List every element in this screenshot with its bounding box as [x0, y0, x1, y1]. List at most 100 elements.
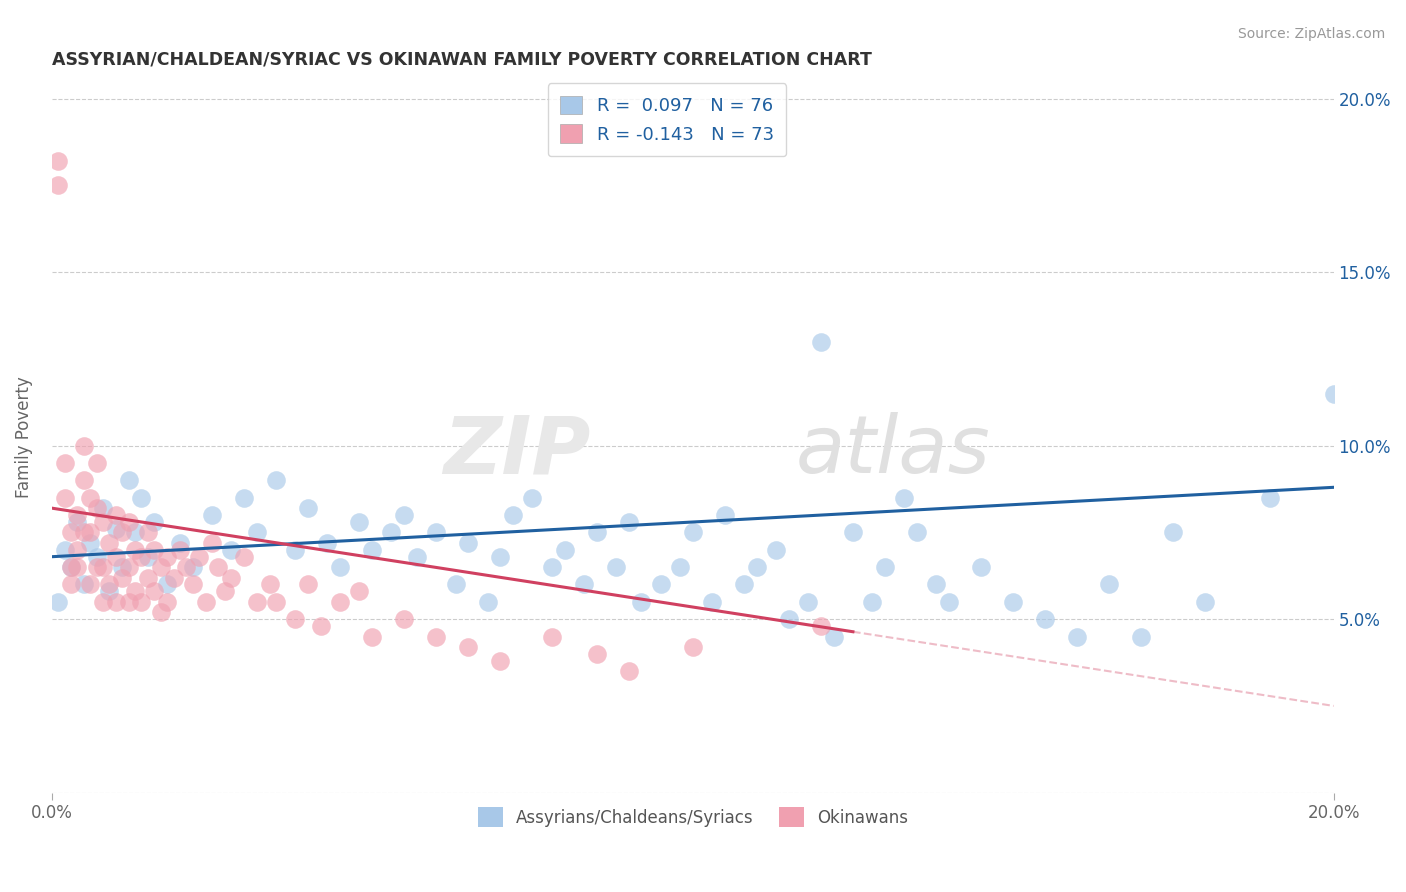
Point [938, 595, 960, 609]
Point [264, 595, 287, 609]
Point [810, 334, 832, 349]
Point [477, 595, 499, 609]
Point [79, 577, 101, 591]
Point [745, 560, 768, 574]
Point [98, 584, 121, 599]
Point [73, 439, 96, 453]
Point [118, 474, 141, 488]
Point [66, 508, 89, 522]
Point [86, 456, 108, 470]
Point [823, 630, 845, 644]
Point [349, 515, 371, 529]
Point [733, 577, 755, 591]
Point [104, 549, 127, 564]
Point [1323, 386, 1346, 401]
Point [104, 522, 127, 536]
Point [98, 536, 121, 550]
Point [79, 525, 101, 540]
Point [104, 595, 127, 609]
Point [201, 508, 224, 522]
Point [156, 577, 179, 591]
Point [682, 640, 704, 654]
Point [233, 491, 256, 505]
Point [98, 577, 121, 591]
Point [1066, 630, 1088, 644]
Point [169, 536, 191, 550]
Point [925, 577, 948, 591]
Point [457, 536, 479, 550]
Point [219, 542, 242, 557]
Point [669, 560, 692, 574]
Point [188, 549, 211, 564]
Point [214, 584, 236, 599]
Point [233, 549, 256, 564]
Point [394, 508, 416, 522]
Point [136, 570, 159, 584]
Text: atlas: atlas [796, 412, 990, 491]
Point [66, 515, 89, 529]
Text: ASSYRIAN/CHALDEAN/SYRIAC VS OKINAWAN FAMILY POVERTY CORRELATION CHART: ASSYRIAN/CHALDEAN/SYRIAC VS OKINAWAN FAM… [52, 51, 872, 69]
Point [489, 654, 512, 668]
Point [605, 560, 627, 574]
Point [264, 474, 287, 488]
Point [59, 525, 82, 540]
Point [585, 647, 607, 661]
Point [1002, 595, 1025, 609]
Point [118, 515, 141, 529]
Point [73, 577, 96, 591]
Point [502, 508, 524, 522]
Point [53, 491, 76, 505]
Point [59, 560, 82, 574]
Point [53, 456, 76, 470]
Point [53, 542, 76, 557]
Point [765, 542, 787, 557]
Point [143, 515, 166, 529]
Point [457, 640, 479, 654]
Point [73, 525, 96, 540]
Point [970, 560, 993, 574]
Point [124, 525, 146, 540]
Point [66, 560, 89, 574]
Point [169, 542, 191, 557]
Point [1033, 612, 1056, 626]
Point [630, 595, 652, 609]
Point [86, 560, 108, 574]
Point [131, 549, 153, 564]
Point [617, 664, 640, 678]
Point [104, 508, 127, 522]
Point [1258, 491, 1281, 505]
Point [246, 595, 269, 609]
Point [194, 595, 217, 609]
Point [46, 595, 69, 609]
Point [46, 154, 69, 169]
Point [149, 605, 172, 619]
Point [1098, 577, 1121, 591]
Point [246, 525, 269, 540]
Point [797, 595, 820, 609]
Point [46, 178, 69, 193]
Point [181, 577, 204, 591]
Point [284, 542, 307, 557]
Point [1130, 630, 1153, 644]
Point [316, 536, 339, 550]
Point [309, 619, 332, 633]
Point [91, 501, 114, 516]
Point [181, 560, 204, 574]
Point [111, 560, 134, 574]
Point [297, 577, 319, 591]
Point [284, 612, 307, 626]
Point [131, 491, 153, 505]
Point [91, 560, 114, 574]
Point [810, 619, 832, 633]
Point [91, 515, 114, 529]
Point [1194, 595, 1216, 609]
Point [136, 549, 159, 564]
Point [79, 536, 101, 550]
Point [297, 501, 319, 516]
Point [143, 584, 166, 599]
Point [124, 542, 146, 557]
Point [394, 612, 416, 626]
Point [585, 525, 607, 540]
Point [650, 577, 672, 591]
Legend: Assyrians/Chaldeans/Syriacs, Okinawans: Assyrians/Chaldeans/Syriacs, Okinawans [471, 800, 914, 834]
